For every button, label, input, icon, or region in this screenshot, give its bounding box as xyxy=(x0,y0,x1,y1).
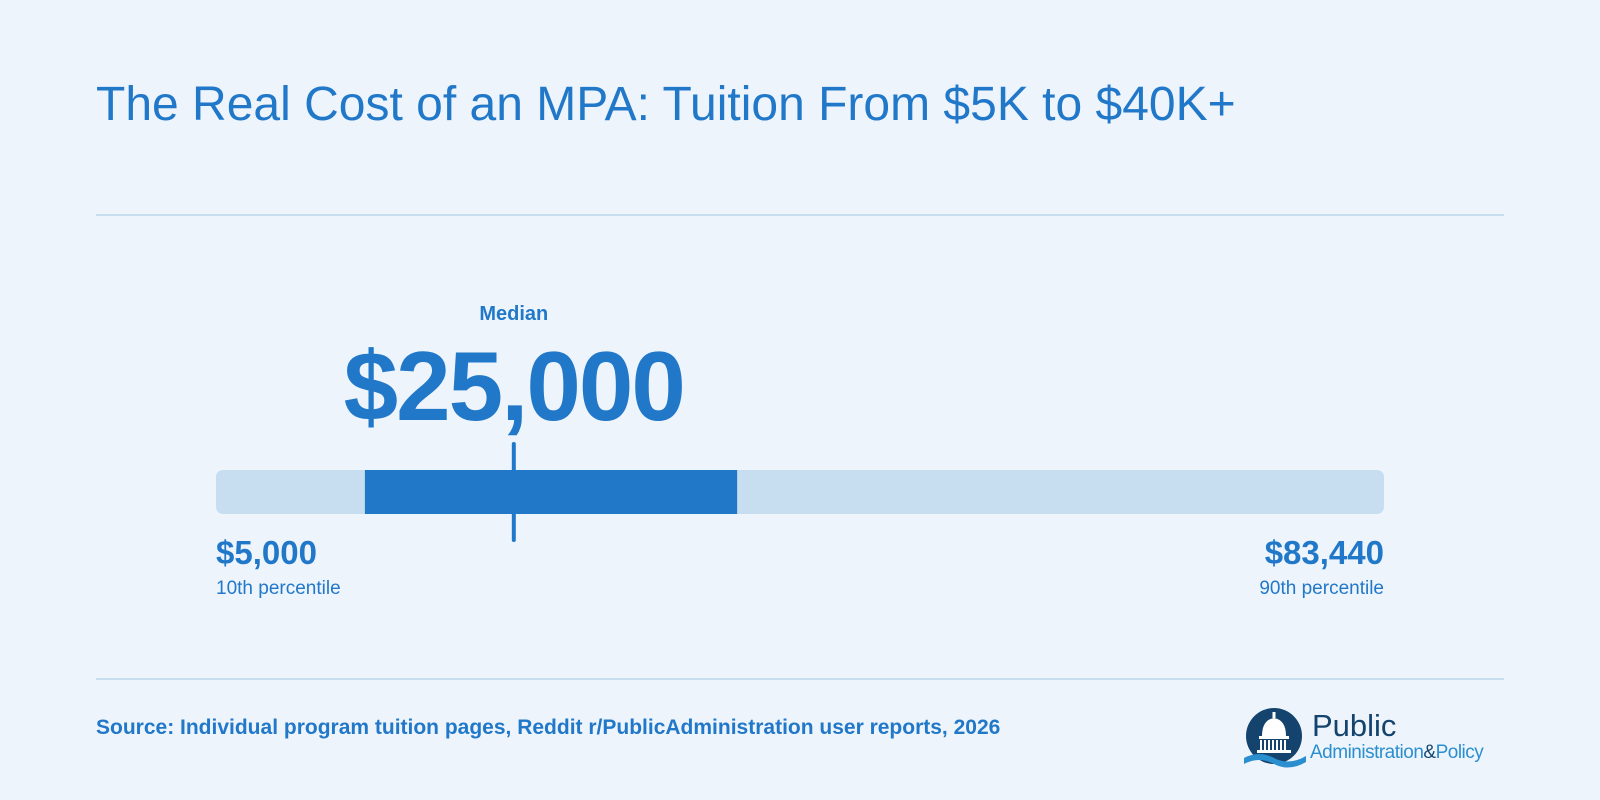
median-caption: Median xyxy=(479,303,549,325)
source-note: Source: Individual program tuition pages… xyxy=(96,716,1001,739)
capitol-dome-icon xyxy=(1244,708,1306,768)
top-divider xyxy=(96,214,1504,216)
median-value: $25,000 xyxy=(343,331,686,441)
logo-text-amp: & xyxy=(1423,742,1436,763)
min-caption: 10th percentile xyxy=(216,578,341,599)
publisher-logo: Public Administration&Policy xyxy=(1244,706,1504,772)
max-caption: 90th percentile xyxy=(1259,578,1384,599)
logo-text-administration: Administration xyxy=(1310,742,1424,763)
logo-text-policy: Policy xyxy=(1435,742,1484,763)
bottom-divider xyxy=(96,678,1504,680)
chart-title: The Real Cost of an MPA: Tuition From $5… xyxy=(96,78,1236,131)
min-value: $5,000 xyxy=(216,534,317,571)
logo-text-subtitle: Administration&Policy xyxy=(1310,742,1484,764)
max-value: $83,440 xyxy=(1264,534,1384,571)
range-highlight xyxy=(364,470,738,514)
logo-text-public: Public xyxy=(1312,708,1397,743)
